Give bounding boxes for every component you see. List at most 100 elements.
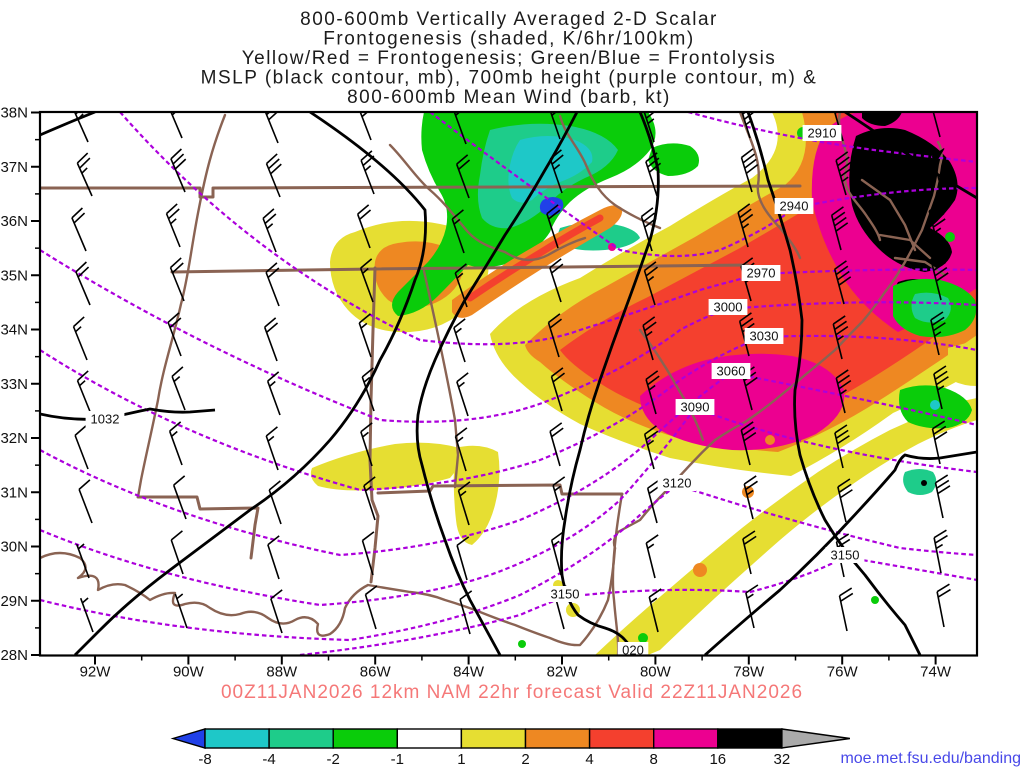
wind-barb — [742, 530, 757, 575]
contour-label-box — [825, 547, 865, 563]
gulf-coastline — [40, 546, 617, 647]
colorbar-segment — [396, 728, 463, 749]
shade-black-patch — [849, 128, 958, 272]
state-border-florida-north — [376, 483, 624, 496]
contour-label: 3060 — [717, 364, 746, 379]
height-contours-700mb — [40, 112, 977, 656]
wind-barb — [835, 369, 852, 414]
contour-label-box — [802, 125, 842, 141]
state-border-louisiana-mississippi — [136, 495, 260, 560]
colorbar: -8 -4 -2 -1 1 2 4 8 16 32 — [170, 728, 850, 768]
colorbar-value: -8 — [198, 751, 211, 768]
wind-barb — [363, 476, 376, 521]
wind-barb — [456, 536, 470, 581]
wind-barb — [642, 316, 657, 361]
contour-label: 1032 — [91, 412, 120, 427]
contour-label: 3120 — [663, 476, 692, 491]
wind-barb — [361, 531, 375, 576]
lon-label: 74W — [920, 664, 952, 681]
wind-barb — [356, 204, 372, 249]
orange-dot — [765, 435, 775, 445]
wind-barb — [737, 203, 754, 248]
contour-label: 2910 — [808, 126, 837, 141]
title-block: 800-600mb Vertically Averaged 2-D Scalar… — [201, 9, 818, 108]
credit-link[interactable]: moe.met.fsu.edu/banding — [840, 750, 1021, 767]
wind-barb — [172, 475, 187, 520]
lon-label: 80W — [640, 664, 672, 681]
lat-label: 31N — [0, 484, 28, 501]
colorbar-value: -1 — [391, 751, 404, 768]
green-dot — [871, 596, 879, 604]
wind-barb — [549, 149, 564, 194]
colorbar-left-arrow — [170, 728, 206, 749]
wind-barb — [360, 150, 375, 195]
wind-barb — [167, 112, 183, 139]
height-contour-2910 — [687, 112, 977, 164]
wind-barb — [454, 427, 468, 472]
wind-barb — [266, 371, 281, 416]
lat-label: 30N — [0, 539, 28, 556]
mslp-contour — [40, 112, 96, 137]
lat-label: 33N — [0, 376, 28, 393]
wind-barb — [455, 154, 471, 199]
mississippi-river — [136, 113, 227, 499]
wind-barb — [931, 148, 945, 192]
wind-barb — [74, 425, 89, 470]
wind-barb — [549, 422, 564, 467]
teal-blob-small — [903, 469, 937, 495]
teal-core-right-upper — [911, 292, 951, 323]
wind-barb — [167, 312, 182, 357]
wind-barb — [643, 261, 659, 306]
mslp-contour-1032 — [40, 407, 216, 421]
contour-label-layer: 2910 2940 2970 3000 3030 3060 3090 3120 3150 3150… — [85, 125, 865, 658]
wind-barb — [645, 152, 662, 197]
colorbar-value: 8 — [650, 751, 658, 768]
contour-label: 2970 — [747, 266, 776, 281]
state-border-georgia-alabama — [422, 269, 460, 489]
colorbar-segment — [524, 728, 591, 749]
height-contour-3090 — [40, 406, 977, 607]
title-line-4: MSLP (black contour, mb), 700mb height (… — [201, 68, 818, 89]
shade-black-patch — [862, 112, 902, 126]
colorbar-segment — [268, 728, 334, 749]
wind-barb — [454, 263, 468, 308]
wind-barb — [452, 112, 468, 145]
wind-barb — [838, 587, 854, 632]
lat-label: 29N — [0, 593, 28, 610]
contour-label-box — [545, 586, 585, 602]
colorbar-value: 1 — [457, 751, 465, 768]
green-dot — [945, 232, 955, 242]
lat-label: 38N — [0, 105, 28, 122]
wind-barb — [740, 148, 759, 193]
title-line-1: 800-600mb Vertically Averaged 2-D Scalar — [300, 9, 718, 30]
wind-barb — [76, 370, 92, 415]
contour-label-box — [708, 299, 748, 315]
wind-barb — [71, 207, 87, 252]
yellow-right-edge — [948, 340, 977, 386]
wind-barb — [453, 318, 466, 363]
height-contour-3120 — [40, 483, 977, 642]
contour-label-box — [744, 328, 784, 344]
contour-label-box — [711, 363, 751, 379]
contour-label-box — [657, 475, 697, 491]
wind-barb — [550, 531, 564, 576]
tennessee-river — [388, 143, 587, 262]
red-streak-diagonal — [466, 214, 604, 302]
tennessee-river-2 — [558, 114, 662, 230]
lon-label: 86W — [360, 664, 392, 681]
contour-label: 2940 — [780, 199, 809, 214]
wind-barb — [645, 370, 660, 415]
wind-barb — [738, 312, 755, 357]
wind-barb — [459, 590, 473, 635]
green-blob-small — [648, 143, 699, 176]
wind-barb — [360, 422, 373, 467]
wind-barb — [832, 315, 849, 360]
wind-barb — [648, 588, 662, 633]
wind-barb — [265, 153, 282, 198]
colorbar-right-arrow — [781, 728, 850, 749]
axis-ticks — [31, 111, 937, 665]
contour-label: 020 — [622, 643, 644, 658]
lon-label: 88W — [266, 664, 298, 681]
wind-barb — [550, 367, 566, 412]
